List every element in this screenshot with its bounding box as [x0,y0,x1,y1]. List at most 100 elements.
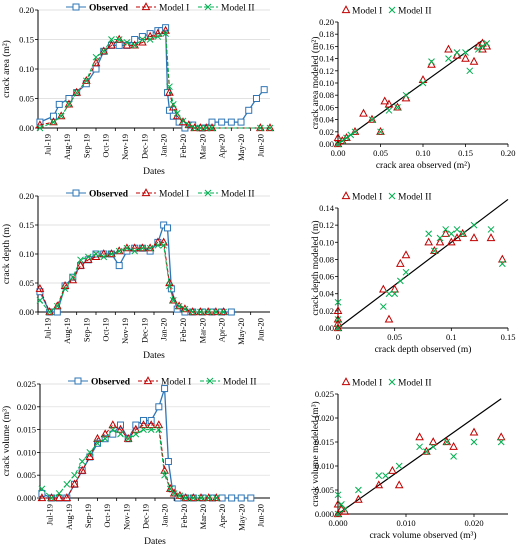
y-tick-label: 0.015 [17,425,36,435]
data-point [337,504,346,513]
data-point [204,308,212,316]
data-point [388,465,397,474]
one-to-one-line [337,39,483,145]
data-point [444,44,453,53]
legend-label: Observed [89,190,129,200]
data-point [333,509,343,518]
legend-marker [141,2,151,11]
chart-panel-3: 0.00 0.05 0.10 0.15 0.20 Jul-19 Aug-19 Sep-19 Oc… [1,188,270,361]
data-point [70,479,79,488]
data-point [497,438,505,446]
data-point [154,33,162,40]
legend-label: Model I [161,378,191,388]
data-point [53,302,61,310]
data-point [72,87,82,96]
y-tick-label: 0.15 [19,220,34,230]
data-point [85,452,95,461]
chart-panel-4: 0.00 0.02 0.04 0.06 0.08 0.10 0.12 0.14 0 0.05 0.1… [310,191,515,355]
data-point [37,493,47,502]
data-point [425,230,433,238]
x-tick-label: 0.05 [373,148,388,158]
series-model-i [333,228,507,332]
data-point [132,430,140,438]
series-model-ii [334,438,505,518]
y-tick-label: 0.04 [319,289,335,299]
legend-label: Observed [91,378,131,388]
x-tick-label: 0 [336,332,340,342]
data-point [428,437,438,446]
x-tick-label: Feb-20 [179,504,189,528]
data-point [189,494,197,502]
legend-label: Model I [352,379,382,389]
data-point [402,91,410,99]
data-point [166,485,174,493]
y-tick-label: 0.025 [17,379,36,389]
x-tick-label: Jan-20 [160,504,170,527]
y-tick-label: 0.015 [315,437,334,447]
data-point [211,307,221,316]
data-point [237,494,245,502]
series-model-i [37,420,221,502]
data-point [161,471,168,479]
data-point [445,55,452,62]
y-tick-label: 0.04 [319,115,335,125]
data-point [54,493,64,502]
legend: Observed Model I Model II [66,188,255,200]
data-point [196,307,205,316]
data-point [146,420,156,429]
data-point [334,324,342,332]
legend: Observed Model I Model II [68,376,257,388]
y-tick-label: 0.12 [319,66,334,76]
data-point [181,305,189,313]
data-point [227,308,235,316]
data-point [122,243,132,252]
data-point [333,318,343,327]
legend-label: Model I [159,4,189,14]
data-point [154,420,164,429]
data-point [453,49,461,56]
data-point [256,124,264,132]
legend: Model I Model II [341,377,432,389]
data-point [391,290,399,298]
data-point [377,128,384,136]
x-tick-label: Apr-20 [217,134,227,158]
data-point [333,133,343,141]
y-tick-label: 0.020 [17,402,36,412]
data-point [185,121,193,129]
x-tick-label: May-20 [236,134,246,161]
data-point [338,137,346,145]
x-tick-label: Jun-20 [255,134,265,157]
x-tick-label: 0.10 [416,148,431,158]
x-tick-label: Jul-19 [45,504,55,525]
data-point [138,243,147,252]
data-point [36,297,44,304]
data-point [202,124,210,132]
data-point [62,493,72,502]
x-tick-label: Aug-19 [62,134,72,160]
x-tick-label: 0.05 [387,332,402,342]
data-point [204,493,214,502]
data-point [395,258,405,267]
y-tick-label: 0.15 [19,35,34,45]
data-point [100,253,108,261]
data-point [402,268,410,276]
chart-panel-2: 0.00 0.02 0.04 0.06 0.08 0.10 0.12 0.14 0.16 0.18… [310,5,515,171]
y-axis-title: crack area modeled (m²) [310,37,321,130]
x-tick-label: May-20 [236,504,246,531]
data-point [146,244,154,252]
data-point [459,230,467,238]
data-point [479,43,486,50]
data-point [108,250,115,258]
data-point [165,87,174,96]
data-point [220,308,227,316]
data-point [162,30,169,37]
data-point [343,134,350,142]
y-tick-label: 0.10 [319,237,334,247]
data-point [469,56,479,65]
data-point [53,308,61,316]
data-point [92,53,100,61]
data-point [423,448,430,455]
data-point [376,126,385,135]
data-point [124,435,132,443]
legend: Model I Model II [341,5,432,17]
